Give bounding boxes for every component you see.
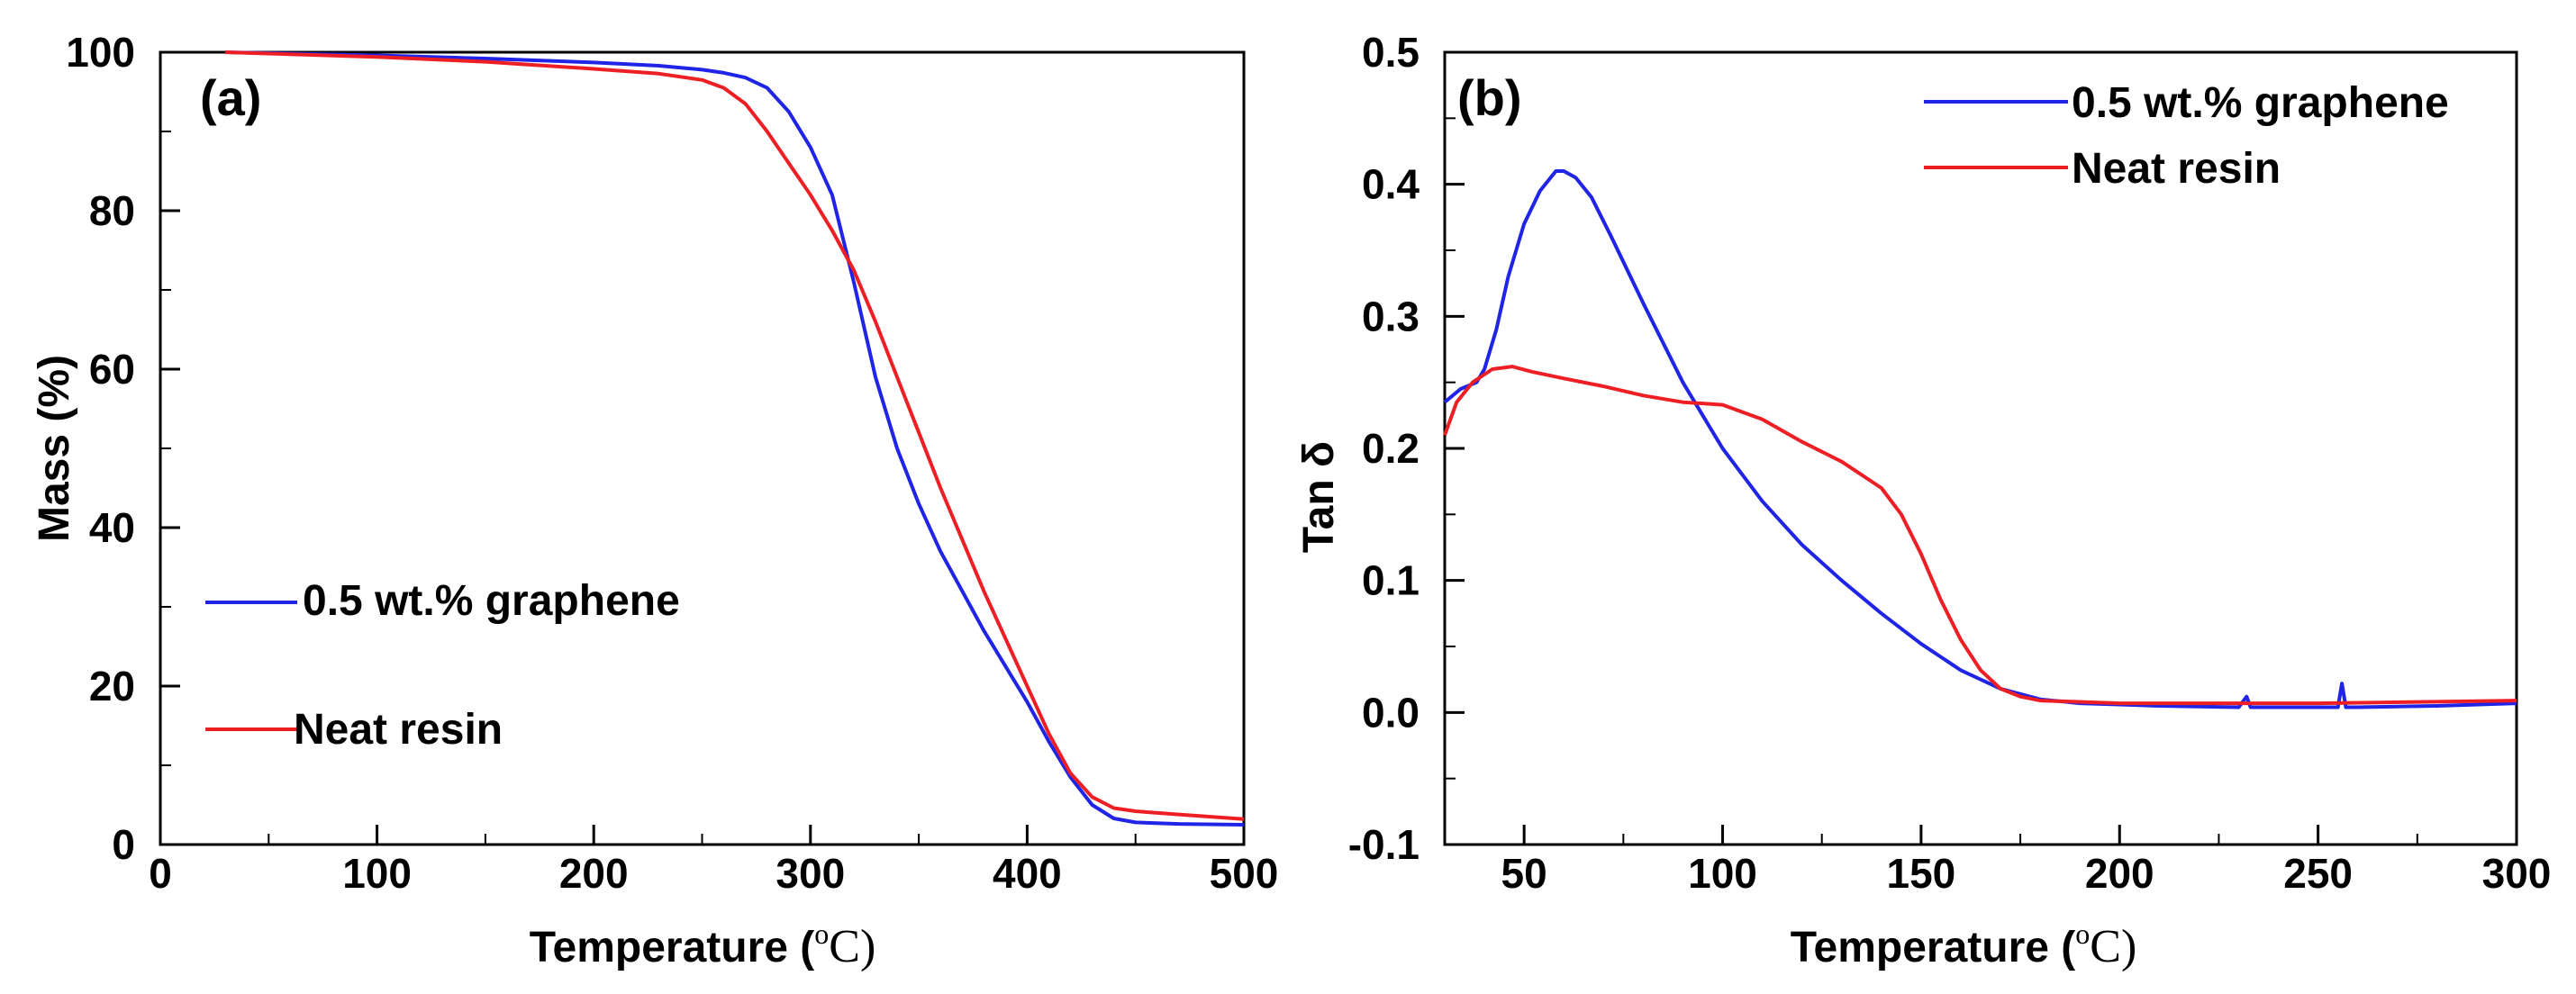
panel-b-y-tick-label: 0.3 [1362, 293, 1420, 339]
panel-a-legend-label-neat: Neat resin [294, 706, 503, 754]
panel-a-x-tick-label: 0 [149, 850, 172, 897]
panel-b-plot-frame [1443, 50, 2518, 846]
panel-b-y-tick-label: 0.1 [1362, 557, 1420, 604]
panel-a-y-tick-label: 60 [89, 346, 135, 393]
panel-b-axis-ticks: 50 100 150 200 250 300 -0.1 0.0 0.1 0.2 0.3 0.4 0.5 [1348, 29, 2552, 897]
panel-b-x-tick-label: 200 [2085, 850, 2154, 897]
panel-b-legend-label-neat: Neat resin [2072, 145, 2281, 193]
panel-a-x-tick-label: 400 [993, 850, 1062, 897]
panel-b-x-tick-label: 150 [1887, 850, 1956, 897]
panel-b-legend-label-graphene: 0.5 wt.% graphene [2072, 79, 2449, 127]
panel-a-x-tick-label: 300 [776, 850, 845, 897]
panel-b-label: (b) [1457, 69, 1522, 126]
panel-b-series-group [1443, 169, 2517, 709]
panel-a-x-axis-title: Temperature (oC) [530, 917, 876, 972]
panel-a-legend-label-graphene: 0.5 wt.% graphene [303, 577, 680, 625]
panel-b-y-tick-label: 0.2 [1362, 425, 1420, 472]
panel-a-mass-chart: 0 100 200 300 400 500 0 20 40 60 80 100 (a) 0.5 wt.… [31, 29, 1278, 972]
panel-b-x-tick-label: 50 [1501, 850, 1547, 897]
panel-a-x-tick-label: 100 [342, 850, 412, 897]
panel-a-series-group [225, 50, 1245, 827]
panel-a-label: (a) [200, 69, 261, 126]
panel-a-y-tick-label: 40 [89, 504, 135, 551]
panel-b-series-line-graphene [1443, 169, 2517, 709]
panel-b-tan-delta-chart: 50 100 150 200 250 300 -0.1 0.0 0.1 0.2 0.3 0.4 0.5 … [1295, 29, 2551, 972]
panel-b-y-tick-label: -0.1 [1348, 821, 1420, 868]
panel-a-x-axis-unit-sup: o [814, 917, 829, 950]
panel-a-y-tick-label: 0 [112, 821, 135, 868]
panel-b-y-tick-label: 0.0 [1362, 689, 1420, 736]
panel-a-x-tick-label: 500 [1210, 850, 1279, 897]
panel-a-series-line-graphene [225, 50, 1245, 827]
panel-b-x-axis-title-text: Temperature ( [1791, 924, 2076, 971]
panel-b-x-axis-unit: C) [2090, 921, 2136, 972]
panel-b-x-tick-label: 100 [1688, 850, 1757, 897]
panel-b-x-axis-title: Temperature (oC) [1791, 917, 2137, 972]
panel-b-series-line-neat-resin [1443, 365, 2517, 706]
panel-a-y-tick-label: 20 [89, 663, 135, 709]
panel-a-x-axis-unit: C) [829, 921, 875, 972]
panel-a-x-tick-label: 200 [559, 850, 629, 897]
panel-a-y-tick-label: 80 [89, 187, 135, 234]
panel-b-y-axis-title: Tan δ [1295, 441, 1343, 553]
panel-a-legend: 0.5 wt.% graphene Neat resin [205, 577, 680, 754]
panel-a-y-axis-title: Mass (%) [31, 355, 78, 542]
panel-b-y-tick-label: 0.5 [1362, 29, 1420, 76]
panel-b-y-tick-label: 0.4 [1362, 161, 1420, 208]
panel-a-y-tick-label: 100 [66, 29, 135, 76]
panel-b-x-axis-unit-sup: o [2075, 917, 2090, 950]
panel-a-x-axis-title-text: Temperature ( [530, 924, 815, 971]
panel-b-x-tick-label: 300 [2482, 850, 2552, 897]
panel-a-series-line-neat-resin [225, 50, 1245, 821]
panel-b-x-tick-label: 250 [2283, 850, 2353, 897]
panel-a-axis-ticks: 0 100 200 300 400 500 0 20 40 60 80 100 [66, 29, 1278, 897]
panel-b-legend: 0.5 wt.% graphene Neat resin [1924, 79, 2449, 193]
